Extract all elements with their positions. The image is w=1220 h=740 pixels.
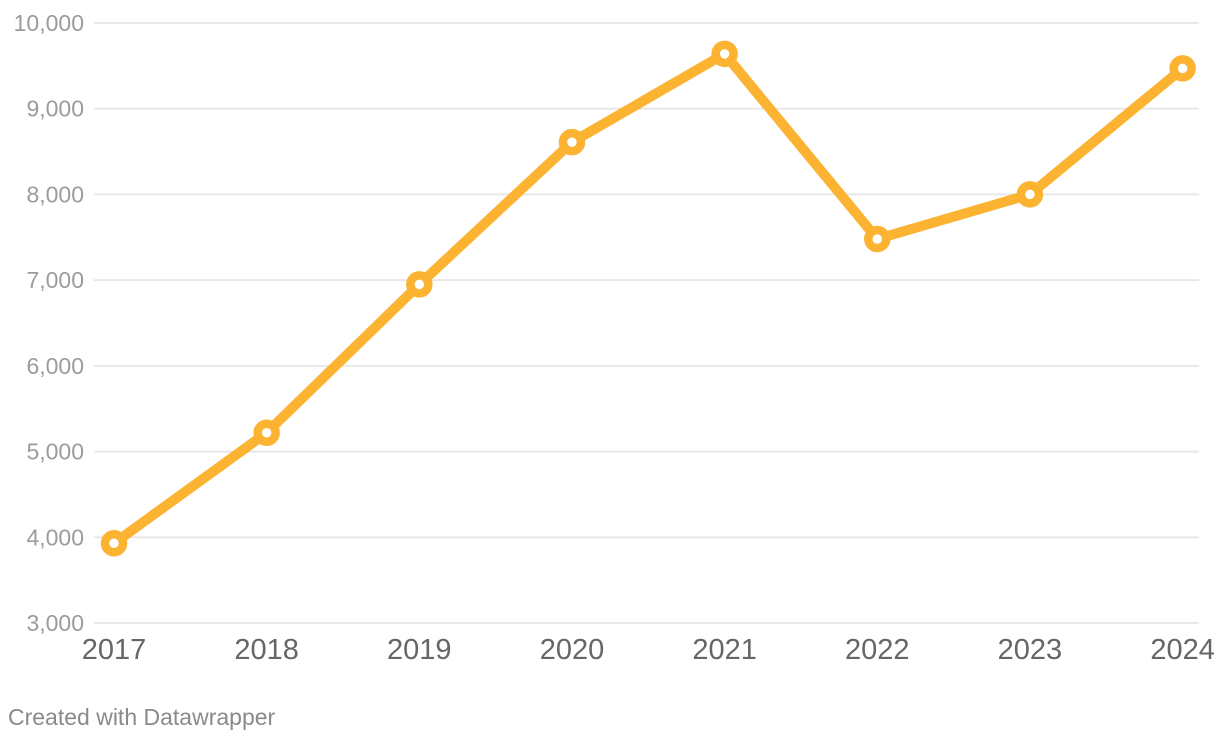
data-point[interactable] — [100, 530, 128, 557]
data-point[interactable] — [864, 225, 891, 253]
x-axis-tick-label: 2017 — [82, 634, 147, 666]
datawrapper-attribution-link[interactable]: Created with Datawrapper — [8, 704, 276, 730]
series-line — [109, 48, 1188, 549]
x-axis-tick-label: 2021 — [692, 634, 757, 666]
x-axis-tick-label: 2023 — [998, 634, 1063, 666]
x-axis-tick-label: 2018 — [234, 634, 299, 666]
y-axis-tick-label: 3,000 — [26, 610, 84, 636]
x-axis-tick-label: 2019 — [387, 634, 452, 666]
x-axis-tick-label: 2024 — [1150, 634, 1215, 666]
data-point[interactable] — [558, 128, 586, 156]
data-point[interactable] — [1169, 55, 1196, 82]
y-axis-tick-label: 8,000 — [26, 181, 84, 207]
data-point[interactable] — [711, 40, 738, 68]
x-axis-tick-label: 2020 — [540, 634, 605, 666]
y-axis-tick-label: 4,000 — [26, 524, 84, 550]
data-point[interactable] — [406, 271, 433, 298]
y-axis-tick-label: 10,000 — [14, 10, 84, 36]
y-axis-tick-label: 9,000 — [26, 96, 84, 122]
y-axis-tick-label: 7,000 — [26, 267, 84, 293]
x-axis-tick-label: 2022 — [845, 634, 910, 666]
data-point[interactable] — [1016, 181, 1044, 208]
data-point[interactable] — [253, 419, 280, 446]
y-axis-tick-label: 5,000 — [26, 439, 84, 465]
y-axis-tick-label: 6,000 — [26, 353, 84, 379]
